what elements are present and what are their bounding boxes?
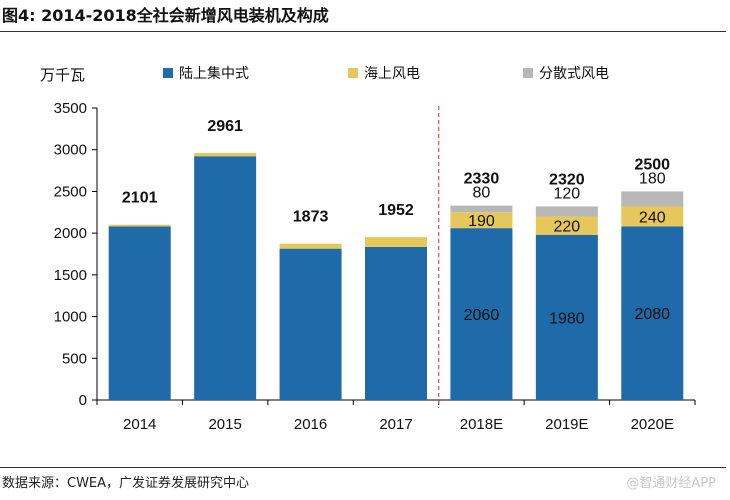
bar-offshore [194,152,257,157]
bar-distributed [450,205,513,213]
bar-total-label: 2330 [464,171,500,188]
bar-offshore [535,216,598,235]
bar-onshore [108,226,171,400]
bar-onshore [621,226,684,400]
segment-label-distributed: 180 [639,170,666,187]
x-tick-label: 2014 [123,416,156,433]
segment-label-onshore: 2060 [464,307,500,324]
y-tick-label: 2000 [54,225,87,242]
legend-swatch-distributed [523,68,533,78]
bar-onshore [279,248,342,400]
figure-title: 图4: 2014-2018全社会新增风电装机及构成 [2,6,329,25]
y-tick-label: 0 [79,392,87,409]
bar-offshore [621,206,684,227]
y-tick-label: 500 [62,350,87,367]
title-rule [0,31,726,32]
y-tick-label: 3500 [54,100,87,117]
segment-label-offshore: 190 [468,213,495,230]
bar-total-label: 2320 [549,171,585,188]
bar-offshore [279,243,342,249]
segment-label-distributed: 120 [554,185,581,202]
y-tick-label: 3000 [54,142,87,159]
bar-total-label: 1873 [293,209,329,226]
legend-label-offshore: 海上风电 [364,66,420,82]
bar-total-label: 2101 [122,190,158,207]
x-tick-label: 2017 [379,416,412,433]
segment-label-distributed: 80 [473,185,491,202]
bar-distributed [621,191,684,207]
source-note: 数据来源：CWEA，广发证券发展研究中心 [2,476,250,491]
segment-label-offshore: 220 [554,219,581,236]
x-tick-label: 2015 [208,416,241,433]
legend-label-onshore: 陆上集中式 [179,65,249,82]
bar-total-label: 2961 [207,118,243,135]
bar-onshore [194,156,257,400]
x-tick-label: 2020E [631,416,674,433]
watermark: @智通财经APP [626,476,716,491]
y-axis-label: 万千瓦 [40,66,85,84]
y-tick-label: 1000 [54,309,87,326]
legend-swatch-onshore [163,68,173,78]
legend-label-distributed: 分散式风电 [539,66,609,82]
x-tick-label: 2018E [460,416,503,433]
bar-offshore [108,224,171,227]
bar-offshore [365,237,427,247]
bar-total-label: 1952 [378,202,414,219]
x-tick-label: 2016 [294,416,327,433]
bar-onshore [365,246,427,400]
stacked-bar-chart: 万千瓦 陆上集中式 海上风电 分散式风电 0 500 1000 1500 2000 2500 300… [40,65,696,433]
y-tick-label: 1500 [54,267,87,284]
y-tick-label: 2500 [54,183,87,200]
legend-swatch-offshore [348,68,358,78]
bar-total-label: 2500 [634,156,670,173]
bar-offshore [450,212,513,229]
bar-onshore [450,228,513,400]
segment-label-onshore: 1980 [549,310,585,327]
segment-label-offshore: 240 [639,209,666,226]
bar-distributed [535,206,598,217]
bar-onshore [535,234,598,400]
segment-label-onshore: 2080 [634,306,670,323]
source-rule [0,467,726,468]
x-tick-label: 2019E [545,416,588,433]
